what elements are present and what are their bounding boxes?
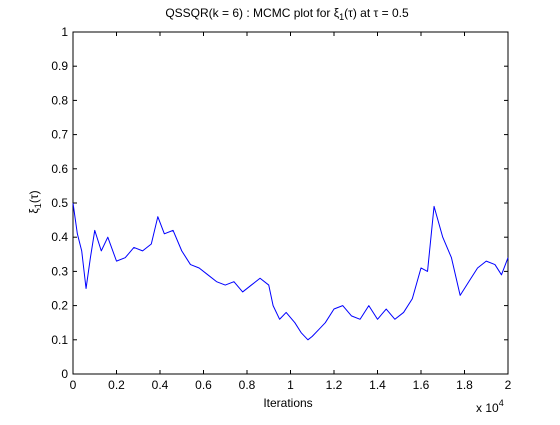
y-tick-label: 0.7 [51, 128, 68, 142]
series-layer [72, 202, 509, 341]
y-axis-label: ξ1(τ) [27, 190, 43, 213]
y-tick-label: 0 [61, 367, 68, 381]
y-tick-label: 1 [61, 25, 68, 39]
x-tick-label: 0.2 [108, 378, 125, 392]
plot-area [72, 31, 509, 375]
x-tick-label: 1.6 [413, 378, 430, 392]
y-tick-label: 0.3 [51, 264, 68, 278]
series-line-0 [72, 202, 509, 341]
x-tick-label: 1.8 [456, 378, 473, 392]
chart-title: QSSQR(k = 6) : MCMC plot for ξ1(τ) at τ … [165, 6, 409, 22]
x-tick-label: 1.2 [326, 378, 343, 392]
y-tick-label: 0.2 [51, 299, 68, 313]
x-tick-label: 0.6 [195, 378, 212, 392]
y-tick-label: 0.6 [51, 162, 68, 176]
y-tick-label: 0.5 [51, 196, 68, 210]
x-tick-label: 2 [505, 378, 512, 392]
x-tick-label: 0 [70, 378, 77, 392]
x-axis-label: Iterations [263, 396, 312, 410]
y-tick-label: 0.4 [51, 230, 68, 244]
y-tick-label: 0.9 [51, 59, 68, 73]
y-tick-label: 0.1 [51, 333, 68, 347]
ticks-layer: 0 0.2 0.4 0.6 0.8 1 1.2 1.4 1.6 1.8 2 0 0.1 0.2 0.3 0.4… [51, 25, 511, 392]
y-tick-label: 0.8 [51, 93, 68, 107]
x-tick-label: 0.4 [152, 378, 169, 392]
x-tick-label: 1 [287, 378, 294, 392]
x-tick-label: 0.8 [239, 378, 256, 392]
axes-box [72, 31, 509, 375]
x-axis-multiplier: x 104 [476, 398, 504, 415]
x-tick-label: 1.4 [369, 378, 386, 392]
